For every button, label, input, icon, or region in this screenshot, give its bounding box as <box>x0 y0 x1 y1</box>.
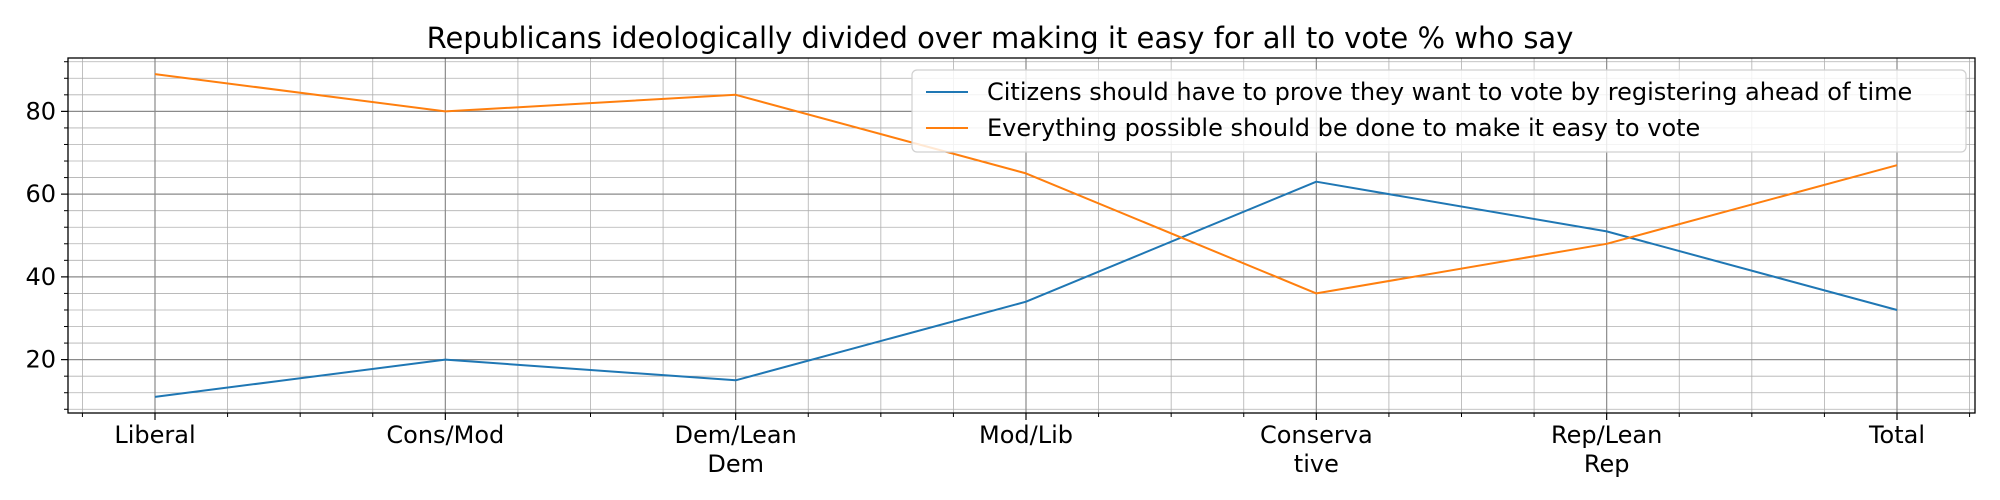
series-line-2 <box>154 73 1898 295</box>
chart-title: Republicans ideologically divided over m… <box>427 21 1574 55</box>
y-tick-label: 40 <box>25 263 56 291</box>
x-tick-label: Cons/Mod <box>386 421 504 449</box>
legend-label-2: Everything possible should be done to ma… <box>987 114 1700 142</box>
x-tick-label: Conserva tive <box>1260 421 1373 478</box>
x-tick-label: Liberal <box>114 421 195 449</box>
series-line-1 <box>154 180 1898 398</box>
x-tick-label: Dem/Lean Dem <box>674 421 796 478</box>
series-lines <box>154 73 1898 398</box>
y-axis: 20 40 60 80 <box>25 61 68 410</box>
legend-label-1: Citizens should have to prove they want … <box>987 78 1912 106</box>
x-axis: Liberal Cons/Mod Dem/Lean Dem Mod/Lib Conserv… <box>81 413 1971 478</box>
y-tick-label: 20 <box>25 346 56 374</box>
y-tick-label: 80 <box>25 97 56 125</box>
legend: Citizens should have to prove they want … <box>911 69 1967 153</box>
x-tick-label: Rep/Lean Rep <box>1551 421 1662 478</box>
legend-box <box>911 69 1967 153</box>
plot-area-frame <box>67 57 1976 414</box>
x-tick-label: Mod/Lib <box>979 421 1073 449</box>
x-tick-label: Total <box>1868 421 1925 449</box>
y-tick-label: 60 <box>25 180 56 208</box>
